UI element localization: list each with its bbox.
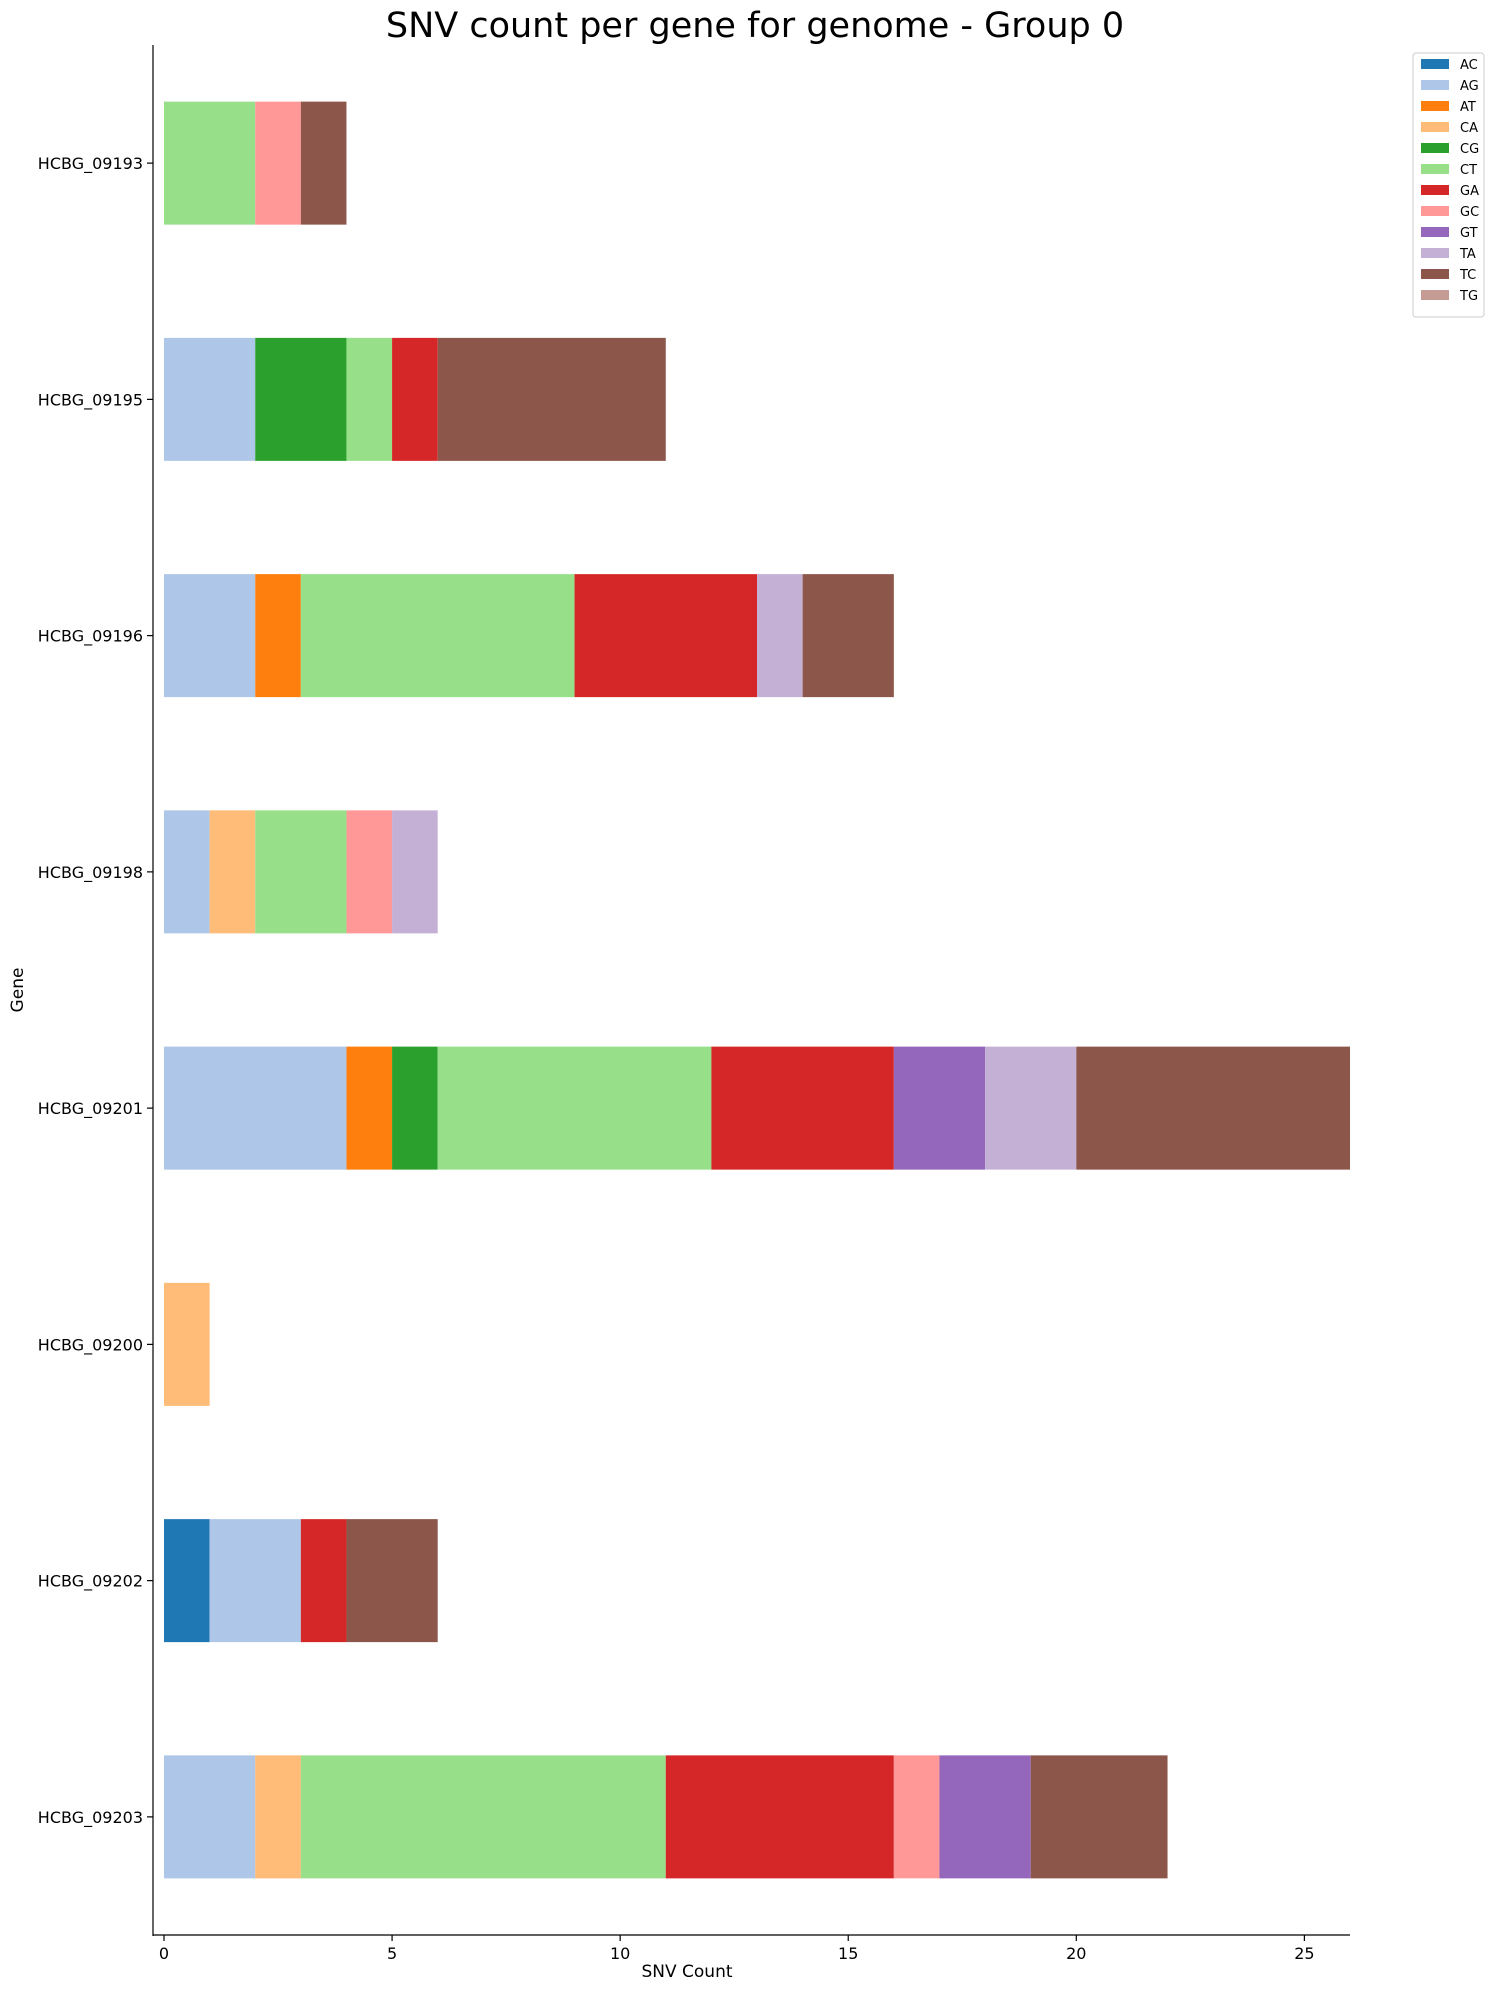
legend-label-gc: GC xyxy=(1460,205,1479,220)
bar-segment-ga-hcbg_09196 xyxy=(574,574,757,698)
bar-segment-tc-hcbg_09196 xyxy=(802,574,894,698)
legend-swatch-ga xyxy=(1421,185,1449,195)
bar-segment-gc-hcbg_09193 xyxy=(255,101,301,225)
y-axis-ticks: HCBG_09193 HCBG_09195 HCBG_09196 HCBG_09198… xyxy=(38,154,153,1828)
bar-segment-ca-hcbg_09198 xyxy=(209,810,256,934)
legend-label-tc: TC xyxy=(1459,268,1476,283)
bar-segment-ag-hcbg_09202 xyxy=(209,1519,301,1643)
legend-swatch-at xyxy=(1421,101,1449,111)
bar-segment-ag-hcbg_09195 xyxy=(164,337,256,461)
bar-segment-tc-hcbg_09193 xyxy=(300,101,347,225)
legend-swatch-gc xyxy=(1421,206,1449,216)
bar-segment-cg-hcbg_09201 xyxy=(392,1046,438,1170)
bar-segment-gt-hcbg_09201 xyxy=(893,1046,986,1170)
legend-label-ca: CA xyxy=(1460,121,1478,136)
legend-label-ct: CT xyxy=(1460,163,1477,178)
bar-segment-cg-hcbg_09195 xyxy=(255,337,347,461)
x-tick-label: 10 xyxy=(610,1944,630,1963)
x-tick-label: 15 xyxy=(838,1944,858,1963)
bar-segment-ta-hcbg_09198 xyxy=(392,810,438,934)
bar-segment-ct-hcbg_09198 xyxy=(255,810,347,934)
legend-label-at: AT xyxy=(1460,100,1476,115)
y-tick-label: HCBG_09201 xyxy=(38,1099,143,1119)
y-tick-label: HCBG_09195 xyxy=(38,390,143,410)
bar-segment-ct-hcbg_09203 xyxy=(300,1755,666,1879)
legend-swatch-ta xyxy=(1421,248,1449,258)
legend-swatch-ag xyxy=(1421,80,1449,90)
bar-segment-ct-hcbg_09195 xyxy=(346,337,393,461)
legend-label-ta: TA xyxy=(1459,247,1476,262)
bar-segment-gc-hcbg_09203 xyxy=(893,1755,940,1879)
legend-swatch-tg xyxy=(1421,290,1449,300)
legend-label-ga: GA xyxy=(1460,184,1479,199)
y-tick-label: HCBG_09202 xyxy=(38,1572,143,1592)
bar-segment-ta-hcbg_09201 xyxy=(985,1046,1077,1170)
y-tick-label: HCBG_09200 xyxy=(38,1335,143,1355)
x-axis-label: SNV Count xyxy=(641,1962,732,1982)
bar-segment-ca-hcbg_09203 xyxy=(255,1755,301,1879)
bar-segment-at-hcbg_09196 xyxy=(255,574,301,698)
x-tick-label: 5 xyxy=(387,1944,397,1963)
legend: AC AG AT CA CG CT GA GC GT TA TC TG xyxy=(1412,52,1485,318)
legend-label-gt: GT xyxy=(1460,226,1478,241)
bar-segment-tc-hcbg_09201 xyxy=(1076,1046,1350,1170)
bar-segment-ga-hcbg_09195 xyxy=(392,337,438,461)
bar-segment-ct-hcbg_09201 xyxy=(437,1046,712,1170)
bar-segment-ga-hcbg_09203 xyxy=(665,1755,894,1879)
legend-swatch-gt xyxy=(1421,227,1449,237)
y-tick-label: HCBG_09203 xyxy=(38,1808,143,1828)
y-tick-label: HCBG_09196 xyxy=(38,627,143,647)
bar-segment-gt-hcbg_09203 xyxy=(939,1755,1031,1879)
bar-segment-ac-hcbg_09202 xyxy=(164,1519,210,1643)
y-axis-label: Gene xyxy=(8,968,28,1013)
bar-segment-ag-hcbg_09198 xyxy=(164,810,210,934)
legend-label-ac: AC xyxy=(1460,58,1478,73)
chart-title: SNV count per gene for genome - Group 0 xyxy=(386,6,1124,46)
bar-segment-ct-hcbg_09196 xyxy=(300,574,575,698)
bar-segment-at-hcbg_09201 xyxy=(346,1046,393,1170)
legend-label-ag: AG xyxy=(1460,79,1479,94)
bar-segment-tc-hcbg_09203 xyxy=(1030,1755,1168,1879)
bar-segment-gc-hcbg_09198 xyxy=(346,810,393,934)
bar-segment-ca-hcbg_09200 xyxy=(164,1282,210,1406)
bar-segment-ga-hcbg_09202 xyxy=(300,1519,347,1643)
x-axis-ticks: 0 5 10 15 20 25 xyxy=(159,1935,1315,1963)
x-tick-label: 0 xyxy=(159,1944,169,1963)
bars-group xyxy=(164,101,1350,1879)
bar-segment-ag-hcbg_09201 xyxy=(164,1046,347,1170)
x-tick-label: 25 xyxy=(1294,1944,1314,1963)
legend-swatch-ct xyxy=(1421,164,1449,174)
bar-segment-ag-hcbg_09203 xyxy=(164,1755,256,1879)
y-tick-label: HCBG_09193 xyxy=(38,154,143,174)
bar-segment-tc-hcbg_09195 xyxy=(437,337,666,461)
bar-segment-ag-hcbg_09196 xyxy=(164,574,256,698)
bar-segment-ct-hcbg_09193 xyxy=(164,101,256,225)
legend-label-cg: CG xyxy=(1460,142,1479,157)
x-tick-label: 20 xyxy=(1066,1944,1086,1963)
bar-segment-ta-hcbg_09196 xyxy=(757,574,803,698)
legend-swatch-cg xyxy=(1421,143,1449,153)
legend-swatch-ca xyxy=(1421,122,1449,132)
legend-label-tg: TG xyxy=(1459,289,1478,304)
legend-swatch-tc xyxy=(1421,269,1449,279)
legend-swatch-ac xyxy=(1421,59,1449,69)
bar-segment-tc-hcbg_09202 xyxy=(346,1519,438,1643)
bar-segment-ga-hcbg_09201 xyxy=(711,1046,894,1170)
y-tick-label: HCBG_09198 xyxy=(38,863,143,883)
